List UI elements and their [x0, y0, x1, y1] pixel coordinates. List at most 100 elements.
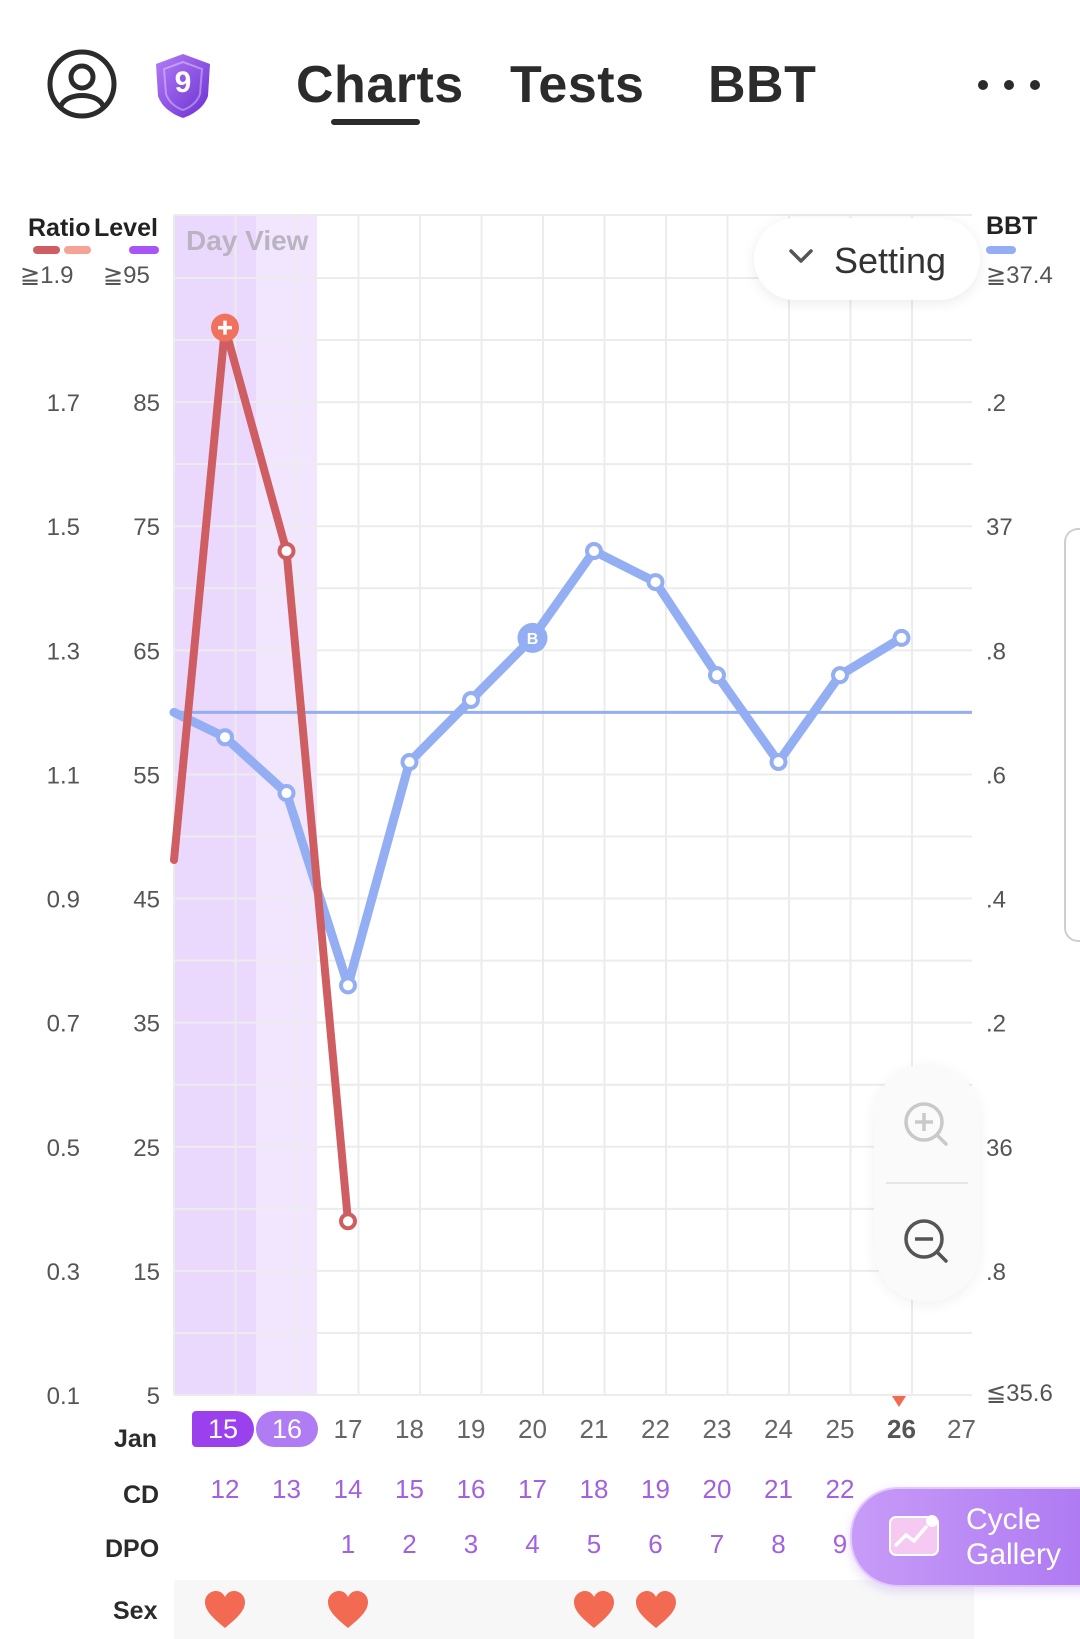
level-tick-label: 55: [133, 762, 160, 789]
gallery-label-line2: Gallery: [966, 1538, 1062, 1571]
zoom-in-icon[interactable]: [902, 1100, 952, 1150]
ratio-tick-label: 1.1: [47, 762, 80, 789]
tab-tests[interactable]: Tests: [510, 56, 645, 114]
dpo-cell: 9: [832, 1529, 848, 1559]
zoom-controls: [874, 1064, 980, 1302]
cd-cell: 17: [518, 1474, 547, 1504]
level-shield-icon[interactable]: 9: [152, 52, 214, 120]
bbt-header: BBT: [986, 212, 1037, 240]
date-pill-selected[interactable]: 16: [256, 1411, 318, 1447]
bbt-point: [585, 542, 603, 561]
level-tick-label: 85: [133, 390, 160, 417]
zoom-out-icon[interactable]: [902, 1217, 952, 1267]
bbt-point: [277, 784, 296, 803]
ratio-tick-label: 0.5: [47, 1135, 80, 1162]
date-cell[interactable]: 24: [764, 1414, 793, 1444]
bbt-point: [831, 666, 849, 685]
level-badge-number: 9: [174, 66, 192, 99]
bbt-tick-label: .6: [986, 762, 1006, 789]
dpo-label: DPO: [105, 1535, 160, 1563]
ratio-tick-label: 0.7: [47, 1011, 80, 1038]
date-cell[interactable]: 17: [333, 1414, 363, 1444]
tab-charts[interactable]: Charts: [296, 56, 464, 114]
cd-cell: 13: [272, 1474, 301, 1504]
cd-cell: 18: [579, 1474, 609, 1504]
cd-cell: 15: [395, 1474, 424, 1504]
bbt-point: [646, 573, 665, 592]
cd-cell: 14: [333, 1474, 363, 1504]
dpo-cell: 2: [402, 1529, 417, 1559]
level-tick-label: 65: [133, 638, 160, 665]
level-tick-label: 5: [147, 1383, 160, 1410]
ratio-tick-label: 1.5: [47, 514, 80, 541]
profile-icon[interactable]: [46, 48, 118, 120]
ratio-legend-swatch-light: [64, 246, 91, 254]
heart-icon[interactable]: [203, 1590, 247, 1630]
bbt-max-label: ≧37.4: [986, 262, 1053, 289]
bbt-tick-label: .8: [986, 638, 1006, 665]
more-icon[interactable]: [975, 70, 1045, 100]
ratio-tick-label: 1.3: [47, 638, 80, 665]
date-cell[interactable]: 18: [395, 1414, 424, 1444]
level-point: [277, 542, 296, 561]
bbt-tick-label: .8: [986, 1259, 1006, 1286]
date-cell[interactable]: 19: [456, 1414, 486, 1444]
side-drawer-handle[interactable]: [1064, 528, 1080, 942]
ratio-legend-swatch: [33, 246, 60, 254]
dpo-cell: 5: [586, 1529, 602, 1559]
level-tick-label: 35: [133, 1011, 160, 1038]
bbt-point: [462, 690, 480, 709]
setting-button[interactable]: Setting: [754, 218, 980, 300]
date-cell[interactable]: 23: [702, 1414, 732, 1444]
heart-icon[interactable]: [634, 1590, 678, 1630]
dpo-cell: 3: [463, 1529, 479, 1559]
bbt-tick-label: .2: [986, 1011, 1006, 1038]
date-cell[interactable]: 27: [947, 1414, 976, 1444]
date-cell[interactable]: 20: [518, 1414, 547, 1444]
bbt-tick-label: .4: [986, 887, 1006, 914]
level-tick-label: 25: [133, 1135, 160, 1162]
level-header: Level: [94, 214, 158, 242]
level-tick-label: 45: [133, 887, 160, 914]
bbt-marker-label: B: [527, 631, 539, 648]
level-line: [170, 323, 352, 1226]
ratio-tick-label: 0.9: [47, 887, 80, 914]
bbt-marker: [517, 622, 548, 653]
date-cell[interactable]: 22: [641, 1414, 670, 1444]
cd-cell: 12: [210, 1474, 240, 1504]
cd-cell: 22: [825, 1474, 855, 1504]
level-legend-swatch: [129, 246, 159, 254]
cd-cell: 20: [702, 1474, 732, 1504]
bbt-series: B: [169, 542, 911, 995]
gallery-label-line1: Cycle: [966, 1503, 1042, 1536]
day-view-label: Day View: [186, 225, 309, 256]
sex-row: [174, 1580, 974, 1639]
ratio-tick-label: 0.3: [47, 1259, 80, 1286]
date-cell[interactable]: 26: [887, 1414, 916, 1444]
ratio-header: Ratio: [28, 214, 91, 242]
cd-cell: 21: [764, 1474, 793, 1504]
ratio-max-label: ≧1.9: [20, 262, 73, 289]
dpo-cell: 4: [525, 1529, 540, 1559]
bbt-legend-swatch: [986, 246, 1016, 254]
bbt-tick-label: .2: [986, 390, 1006, 417]
level-tick-label: 75: [133, 514, 160, 541]
bbt-min-label: ≦35.6: [986, 1380, 1053, 1407]
cycle-gallery-button[interactable]: Cycle Gallery: [850, 1487, 1080, 1587]
date-cell[interactable]: 21: [579, 1414, 609, 1444]
bbt-point: [892, 628, 911, 647]
month-label: Jan: [114, 1425, 158, 1453]
date-pill-selected[interactable]: 15: [192, 1411, 254, 1447]
heart-icon[interactable]: [326, 1590, 370, 1630]
heart-icon[interactable]: [572, 1590, 616, 1630]
bbt-point: [216, 728, 234, 747]
date-cell[interactable]: 25: [825, 1414, 855, 1444]
level-max-label: ≧95: [103, 262, 150, 289]
dpo-cell: 8: [771, 1529, 786, 1559]
bbt-tick-label: 36: [986, 1135, 1013, 1162]
tab-bbt[interactable]: BBT: [708, 56, 817, 114]
dpo-cell: 6: [648, 1529, 663, 1559]
cd-label: CD: [123, 1481, 160, 1509]
chart-line-icon: [889, 1515, 939, 1556]
